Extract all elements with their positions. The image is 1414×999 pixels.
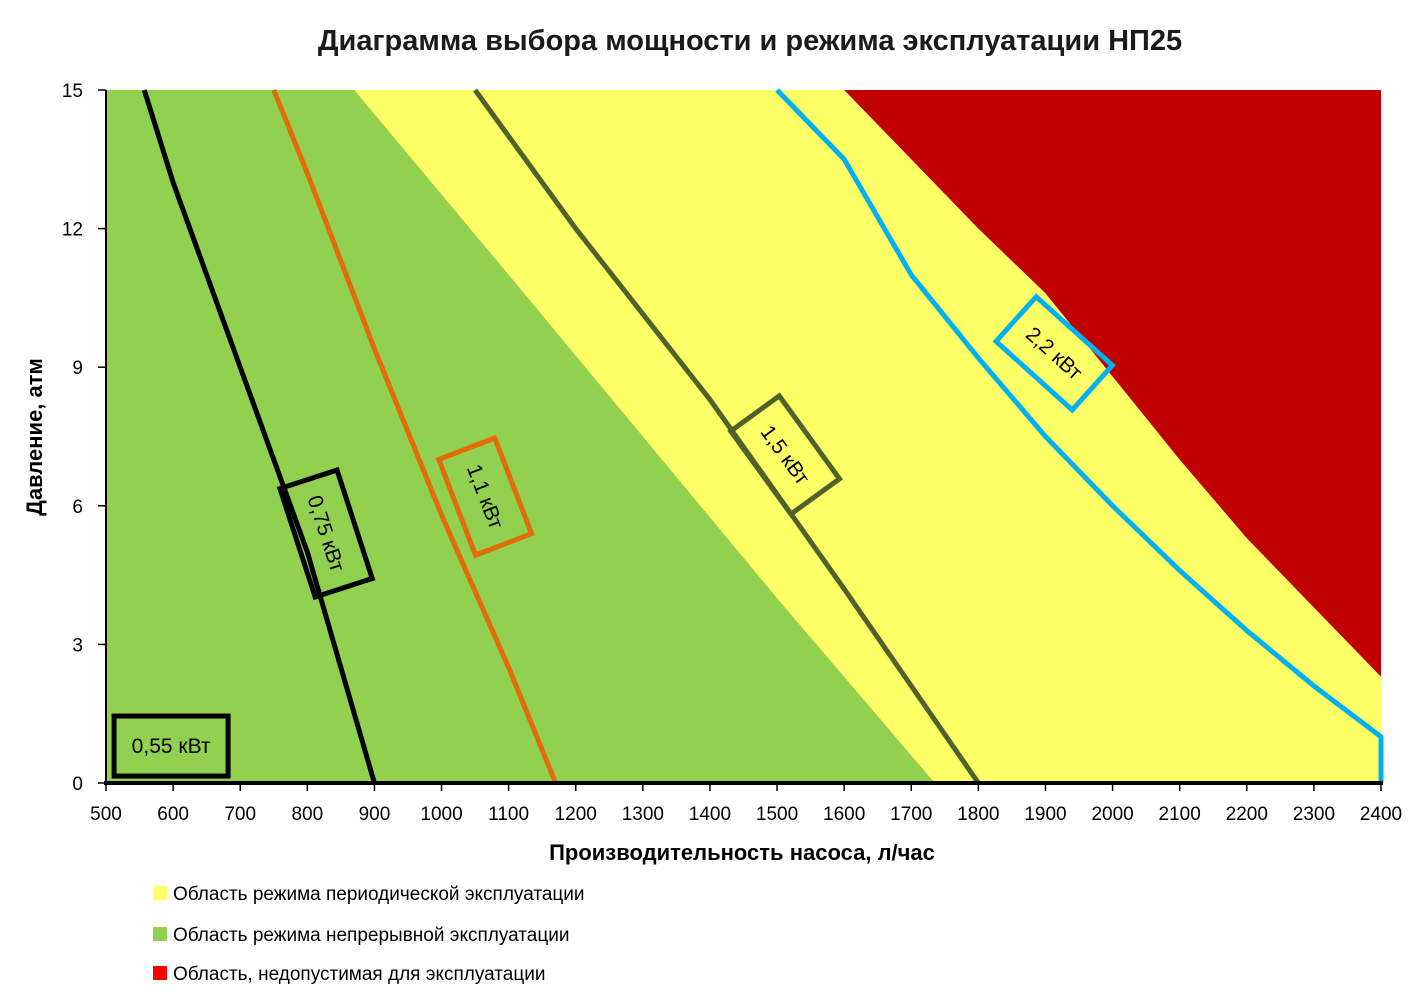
curve-label-box	[727, 392, 843, 518]
axes-layer: 500 600 700 800 900 1000 1100 1200 1300 1400 1500 1…	[62, 81, 1402, 825]
x-tick-label: 700	[224, 804, 256, 825]
x-axis-label: Производительность насоса, л/час	[549, 840, 935, 865]
y-tick-label: 9	[72, 358, 83, 379]
x-tick-label: 2200	[1226, 804, 1268, 825]
x-tick-label: 2100	[1159, 804, 1201, 825]
legend-swatch-continuous	[153, 927, 167, 941]
curve-label-box	[435, 434, 535, 559]
x-tick-label: 1900	[1024, 804, 1066, 825]
legend-item-periodic: Область режима периодической эксплуатаци…	[153, 884, 585, 905]
legend-label-forbidden: Область, недопустимая для эксплуатации	[173, 964, 545, 985]
power-curve-2	[271, 89, 558, 784]
y-tick-label: 3	[72, 635, 83, 656]
power-curve-1	[141, 89, 377, 784]
x-tick-label: 1600	[823, 804, 865, 825]
x-tick-label: 900	[359, 804, 391, 825]
y-tick-label: 12	[62, 220, 83, 241]
curves-layer	[141, 88, 1384, 785]
legend: Область режима периодической эксплуатаци…	[153, 884, 585, 985]
legend-item-continuous: Область режима непрерывной эксплуатации	[153, 925, 569, 946]
x-tick-label: 1000	[420, 804, 462, 825]
legend-swatch-periodic	[153, 886, 167, 900]
curve-label-0: 0,55 кВт	[111, 713, 231, 779]
x-tick-label: 1300	[622, 804, 664, 825]
y-tick-label: 15	[62, 81, 83, 102]
x-tick-label: 500	[90, 804, 122, 825]
curve-label-box	[276, 466, 376, 601]
x-tick-label: 1500	[756, 804, 798, 825]
legend-label-periodic: Область режима периодической эксплуатаци…	[173, 884, 585, 905]
x-tick-label: 1700	[890, 804, 932, 825]
power-curve-4	[775, 88, 1384, 783]
x-tick-label: 1400	[689, 804, 731, 825]
y-tick-label: 0	[72, 774, 83, 795]
x-tick-label: 2400	[1360, 804, 1402, 825]
x-tick-label: 2000	[1091, 804, 1133, 825]
regions-layer	[106, 90, 1381, 783]
x-tick-label: 1800	[957, 804, 999, 825]
continuous-region	[106, 90, 935, 783]
curve-label-box	[111, 713, 231, 779]
forbidden-region	[844, 90, 1381, 677]
legend-label-continuous: Область режима непрерывной эксплуатации	[173, 925, 569, 946]
chart-title: Диаграмма выбора мощности и режима экспл…	[318, 25, 1182, 57]
curve-label-box	[992, 293, 1116, 414]
x-tick-label: 800	[291, 804, 323, 825]
x-tick-label: 600	[157, 804, 189, 825]
legend-swatch-forbidden	[153, 966, 167, 980]
x-tick-label: 2300	[1293, 804, 1335, 825]
curve-label-text: 0,55 кВт	[132, 735, 211, 758]
x-tick-label: 1100	[488, 804, 529, 825]
x-tick-label: 1200	[555, 804, 597, 825]
power-curve-3	[473, 88, 981, 785]
legend-item-forbidden: Область, недопустимая для эксплуатации	[153, 964, 545, 985]
y-axis-label: Давление, атм	[22, 358, 47, 516]
y-tick-label: 6	[72, 497, 83, 518]
